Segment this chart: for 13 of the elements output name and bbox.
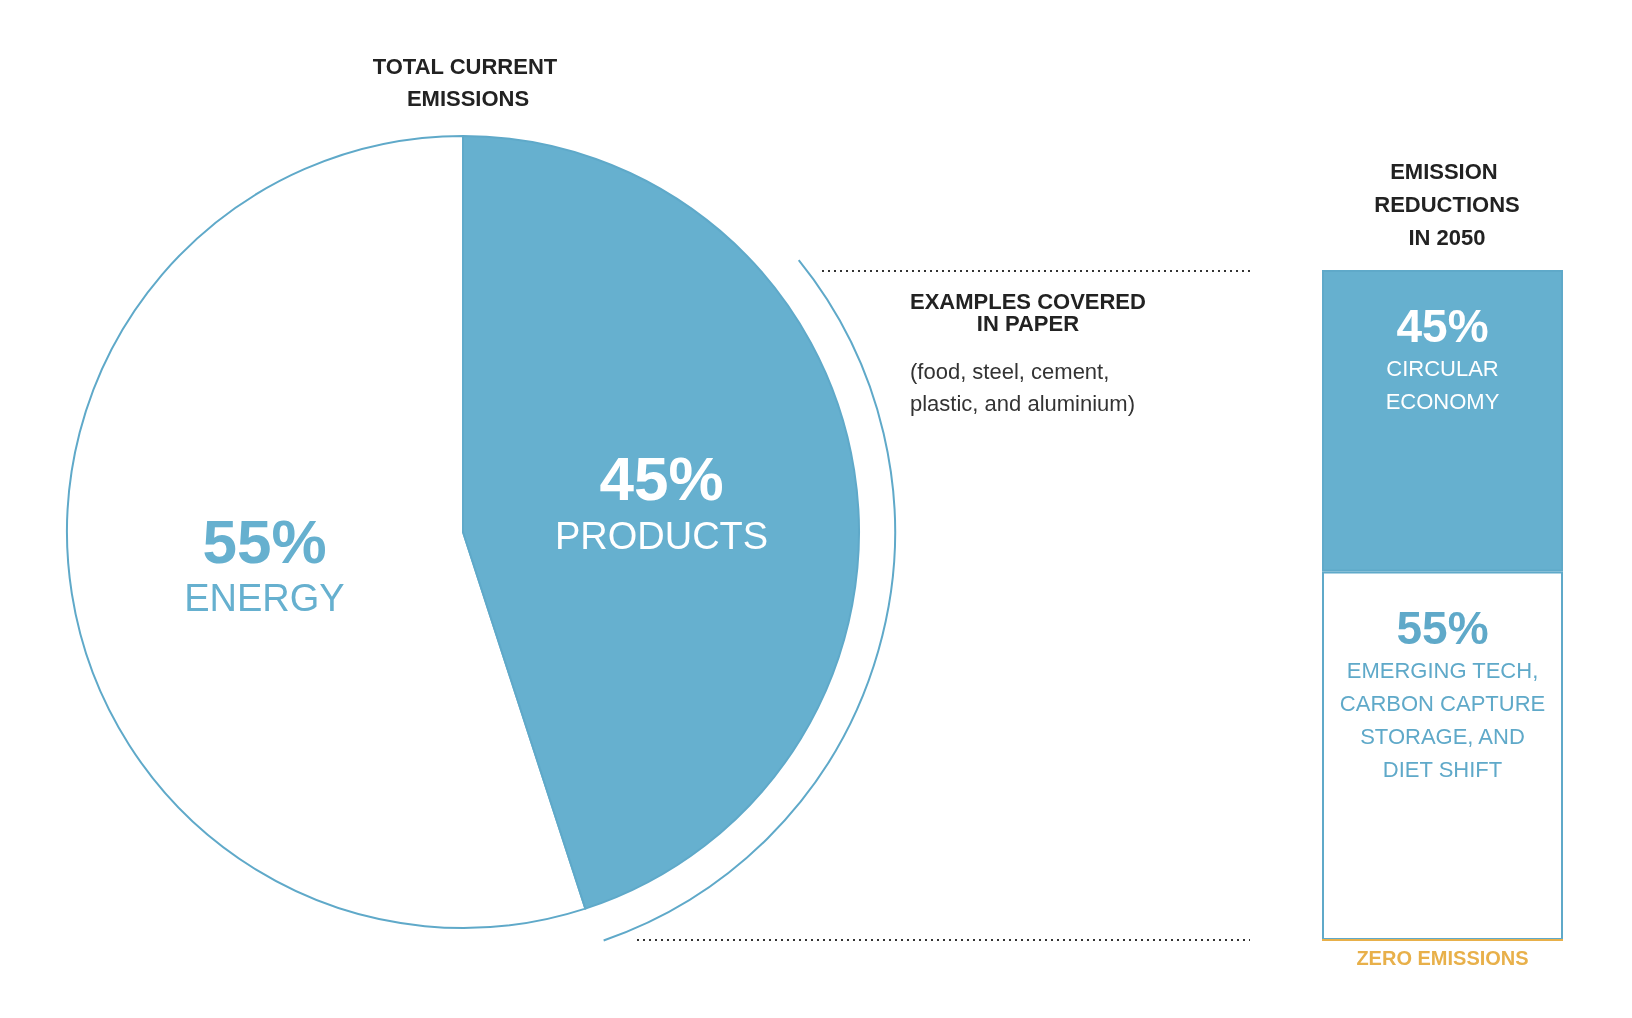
text: EXAMPLES COVERED IN PAPER — [910, 288, 1146, 336]
slice-label: ENERGY — [184, 577, 345, 620]
data-label: 55% — [202, 506, 327, 576]
ref-line-label: ZERO EMISSIONS — [1356, 947, 1529, 969]
chart-title: EMISSION REDUCTIONS IN 2050 — [1374, 159, 1520, 250]
data-label: 45% — [1396, 300, 1489, 352]
text: (food, steel, cement, plastic, and aluminium) — [910, 358, 1135, 416]
data-label: 45% — [599, 444, 724, 514]
series-label: CIRCULAR ECONOMY — [1385, 356, 1500, 414]
chart-title: TOTAL CURRENT EMISSIONS — [372, 53, 564, 111]
series-label: EMERGING TECH, CARBON CAPTURE STORAGE, AND DIET SHIFT — [1339, 657, 1546, 782]
slice-label: PRODUCTS — [554, 514, 769, 557]
data-label: 55% — [1396, 601, 1489, 654]
